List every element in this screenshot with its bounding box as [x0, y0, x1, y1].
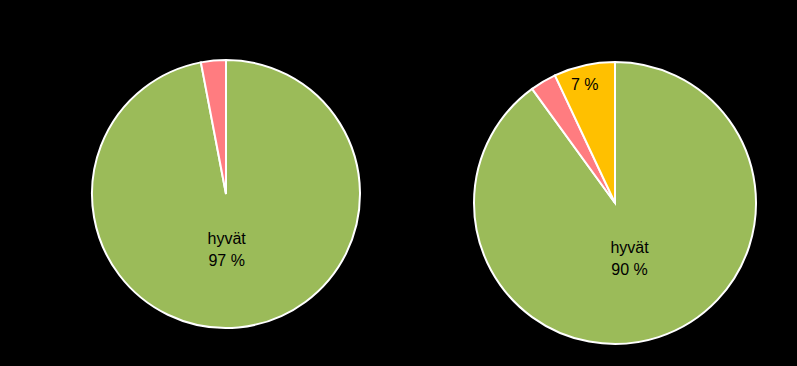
svg-text:hyvät90 %: hyvät90 % — [610, 239, 649, 278]
svg-text:hyvät97 %: hyvät97 % — [208, 230, 247, 269]
svg-text:7 %: 7 % — [571, 76, 599, 93]
